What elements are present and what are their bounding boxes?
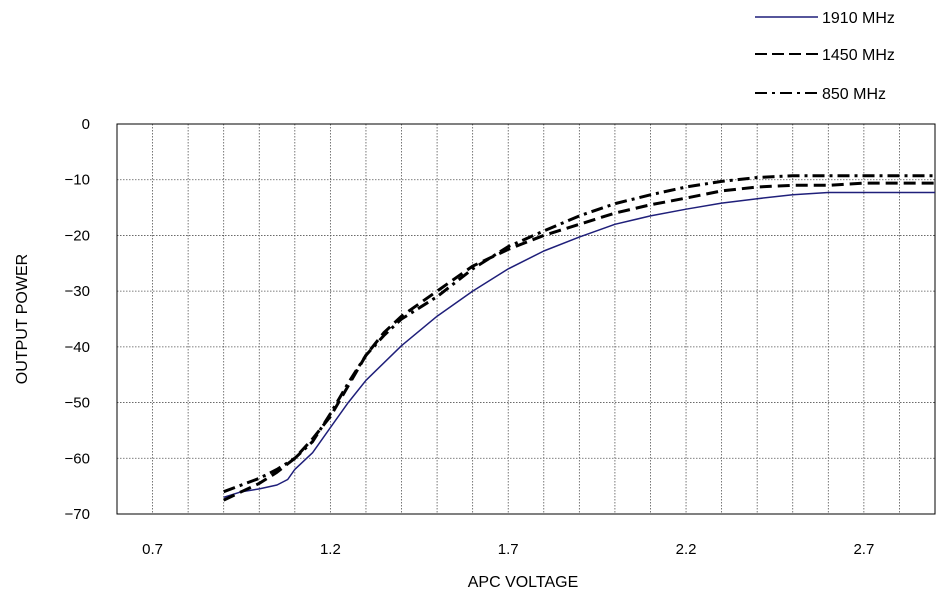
y-tick-label: −20 bbox=[65, 227, 90, 244]
x-tick-label: 1.7 bbox=[498, 541, 519, 558]
legend-label: 1910 MHz bbox=[822, 10, 895, 27]
y-tick-label: 0 bbox=[82, 116, 90, 133]
x-tick-label: 1.2 bbox=[320, 541, 341, 558]
y-tick-label: −30 bbox=[65, 283, 90, 300]
y-tick-label: −40 bbox=[65, 339, 90, 356]
series-group bbox=[223, 174, 935, 502]
x-axis-ticks: 0.7 1.2 1.7 2.2 2.7 bbox=[142, 541, 874, 558]
legend-label: 1450 MHz bbox=[822, 47, 895, 64]
y-axis-label: OUTPUT POWER bbox=[14, 254, 31, 384]
legend-label: 850 MHz bbox=[822, 86, 886, 103]
y-axis-ticks: 0 −10 −20 −30 −40 −50 −60 −70 bbox=[65, 116, 90, 523]
plot-border bbox=[116, 123, 936, 515]
x-tick-label: 2.2 bbox=[676, 541, 697, 558]
grid bbox=[117, 124, 935, 514]
y-tick-label: −10 bbox=[65, 172, 90, 189]
y-tick-label: −60 bbox=[65, 450, 90, 467]
series-line-1910-mhz bbox=[223, 191, 935, 499]
x-axis-label: APC VOLTAGE bbox=[468, 574, 579, 591]
x-tick-label: 0.7 bbox=[142, 541, 163, 558]
y-tick-label: −70 bbox=[65, 506, 90, 523]
series-line-850-mhz bbox=[223, 174, 935, 494]
legend: 1910 MHz 1450 MHz 850 MHz bbox=[755, 10, 895, 103]
series-line-1450-mhz bbox=[223, 181, 935, 502]
plot-frame bbox=[116, 123, 936, 515]
x-tick-label: 2.7 bbox=[853, 541, 874, 558]
y-tick-label: −50 bbox=[65, 395, 90, 412]
